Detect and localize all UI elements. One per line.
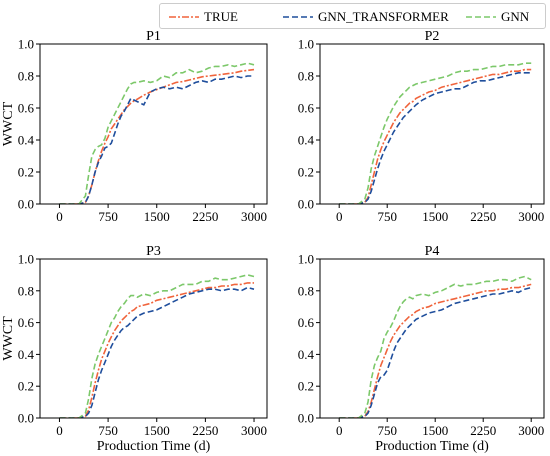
- series-line-gnn: [339, 62, 532, 204]
- series-line-gnn-transformer: [59, 286, 255, 418]
- legend-swatch-gnn: [466, 16, 496, 18]
- y-tick-label: 0.2: [298, 379, 314, 394]
- x-tick-label: 1500: [422, 423, 448, 438]
- x-tick-label: 3000: [518, 423, 544, 438]
- axes-frame: [319, 258, 545, 419]
- series-line-true: [339, 68, 532, 204]
- x-tick-label: 3000: [241, 209, 267, 224]
- legend: TRUE GNN_TRANSFORMER GNN: [159, 3, 546, 29]
- subplot-p3: 0 750 1500 2250 3000 0.0 0.2 0.4 0.6 0.8 1.0 P3 WWCT…: [1, 244, 268, 454]
- y-tick-label: 0.2: [18, 379, 34, 394]
- y-tick-label: 0.8: [298, 283, 314, 298]
- legend-swatch-true: [169, 16, 199, 18]
- subplot-p4: 0 750 1500 2250 3000 0.0 0.2 0.4 0.6 0.8 1.0 P4 Prod…: [298, 244, 545, 454]
- y-axis-label: WWCT: [1, 101, 16, 146]
- x-tick-label: 3000: [518, 209, 544, 224]
- series-line-gnn-transformer: [59, 75, 254, 204]
- x-tick-label: 0: [336, 423, 343, 438]
- subplot-p2: 0 750 1500 2250 3000 0.0 0.2 0.4 0.6 0.8 1.0 P2: [298, 29, 545, 224]
- series-line-gnn: [59, 62, 255, 204]
- legend-label-gnn: GNN: [501, 9, 530, 24]
- y-tick-label: 0.6: [18, 101, 35, 116]
- y-tick-label: 0.0: [298, 411, 314, 426]
- x-tick-label: 750: [98, 209, 118, 224]
- x-tick-label: 2250: [470, 209, 496, 224]
- y-tick-label: 0.0: [18, 197, 34, 212]
- x-tick-label: 750: [377, 423, 397, 438]
- y-tick-label: 1.0: [298, 37, 314, 52]
- axes-frame: [39, 43, 268, 205]
- x-tick-label: 0: [56, 423, 63, 438]
- x-axis-label: Production Time (d): [375, 439, 489, 454]
- y-tick-label: 0.4: [18, 133, 35, 148]
- series-line-gnn: [339, 275, 532, 418]
- x-tick-label: 2250: [470, 423, 496, 438]
- y-tick-label: 0.4: [18, 347, 35, 362]
- series-line-true: [339, 283, 532, 418]
- x-tick-label: 0: [56, 209, 63, 224]
- x-tick-label: 0: [336, 209, 343, 224]
- axes-frame: [39, 258, 268, 419]
- series-line-true: [59, 282, 254, 418]
- y-tick-label: 1.0: [298, 252, 314, 267]
- y-tick-label: 0.8: [18, 69, 34, 84]
- y-tick-label: 0.8: [18, 283, 34, 298]
- y-axis-label: WWCT: [1, 316, 16, 361]
- y-tick-label: 1.0: [18, 37, 34, 52]
- x-tick-label: 2250: [192, 209, 218, 224]
- series-line-gnn-transformer: [339, 72, 532, 204]
- y-tick-label: 0.4: [298, 133, 315, 148]
- y-tick-label: 0.8: [298, 69, 314, 84]
- x-tick-label: 1500: [144, 209, 170, 224]
- subplot-title: P1: [146, 29, 161, 44]
- series-line-gnn: [59, 274, 255, 418]
- legend-swatch-gnn-transformer: [283, 16, 313, 18]
- subplot-title: P2: [425, 29, 440, 44]
- subplot-title: P3: [146, 244, 161, 259]
- x-tick-label: 1500: [422, 209, 448, 224]
- x-tick-label: 2250: [192, 423, 218, 438]
- y-tick-label: 0.6: [18, 315, 35, 330]
- y-tick-label: 1.0: [18, 252, 34, 267]
- x-tick-label: 750: [377, 209, 397, 224]
- y-tick-label: 0.2: [18, 165, 34, 180]
- legend-label-gnn-transformer: GNN_TRANSFORMER: [318, 9, 449, 24]
- axes-frame: [319, 43, 545, 205]
- x-tick-label: 1500: [144, 423, 170, 438]
- y-tick-label: 0.0: [18, 411, 34, 426]
- legend-label-true: TRUE: [204, 9, 238, 24]
- x-tick-label: 750: [98, 423, 118, 438]
- y-tick-label: 0.0: [298, 197, 314, 212]
- subplot-p1: 0 750 1500 2250 3000 0.0 0.2 0.4 0.6 0.8 1.0 P1 WWCT: [1, 29, 268, 224]
- series-line-gnn-transformer: [339, 286, 532, 418]
- series-line-true: [59, 68, 255, 204]
- y-tick-label: 0.2: [298, 165, 314, 180]
- x-tick-label: 3000: [241, 423, 267, 438]
- subplot-title: P4: [425, 244, 440, 259]
- y-tick-label: 0.6: [298, 101, 315, 116]
- x-axis-label: Production Time (d): [97, 439, 211, 454]
- y-tick-label: 0.6: [298, 315, 315, 330]
- y-tick-label: 0.4: [298, 347, 315, 362]
